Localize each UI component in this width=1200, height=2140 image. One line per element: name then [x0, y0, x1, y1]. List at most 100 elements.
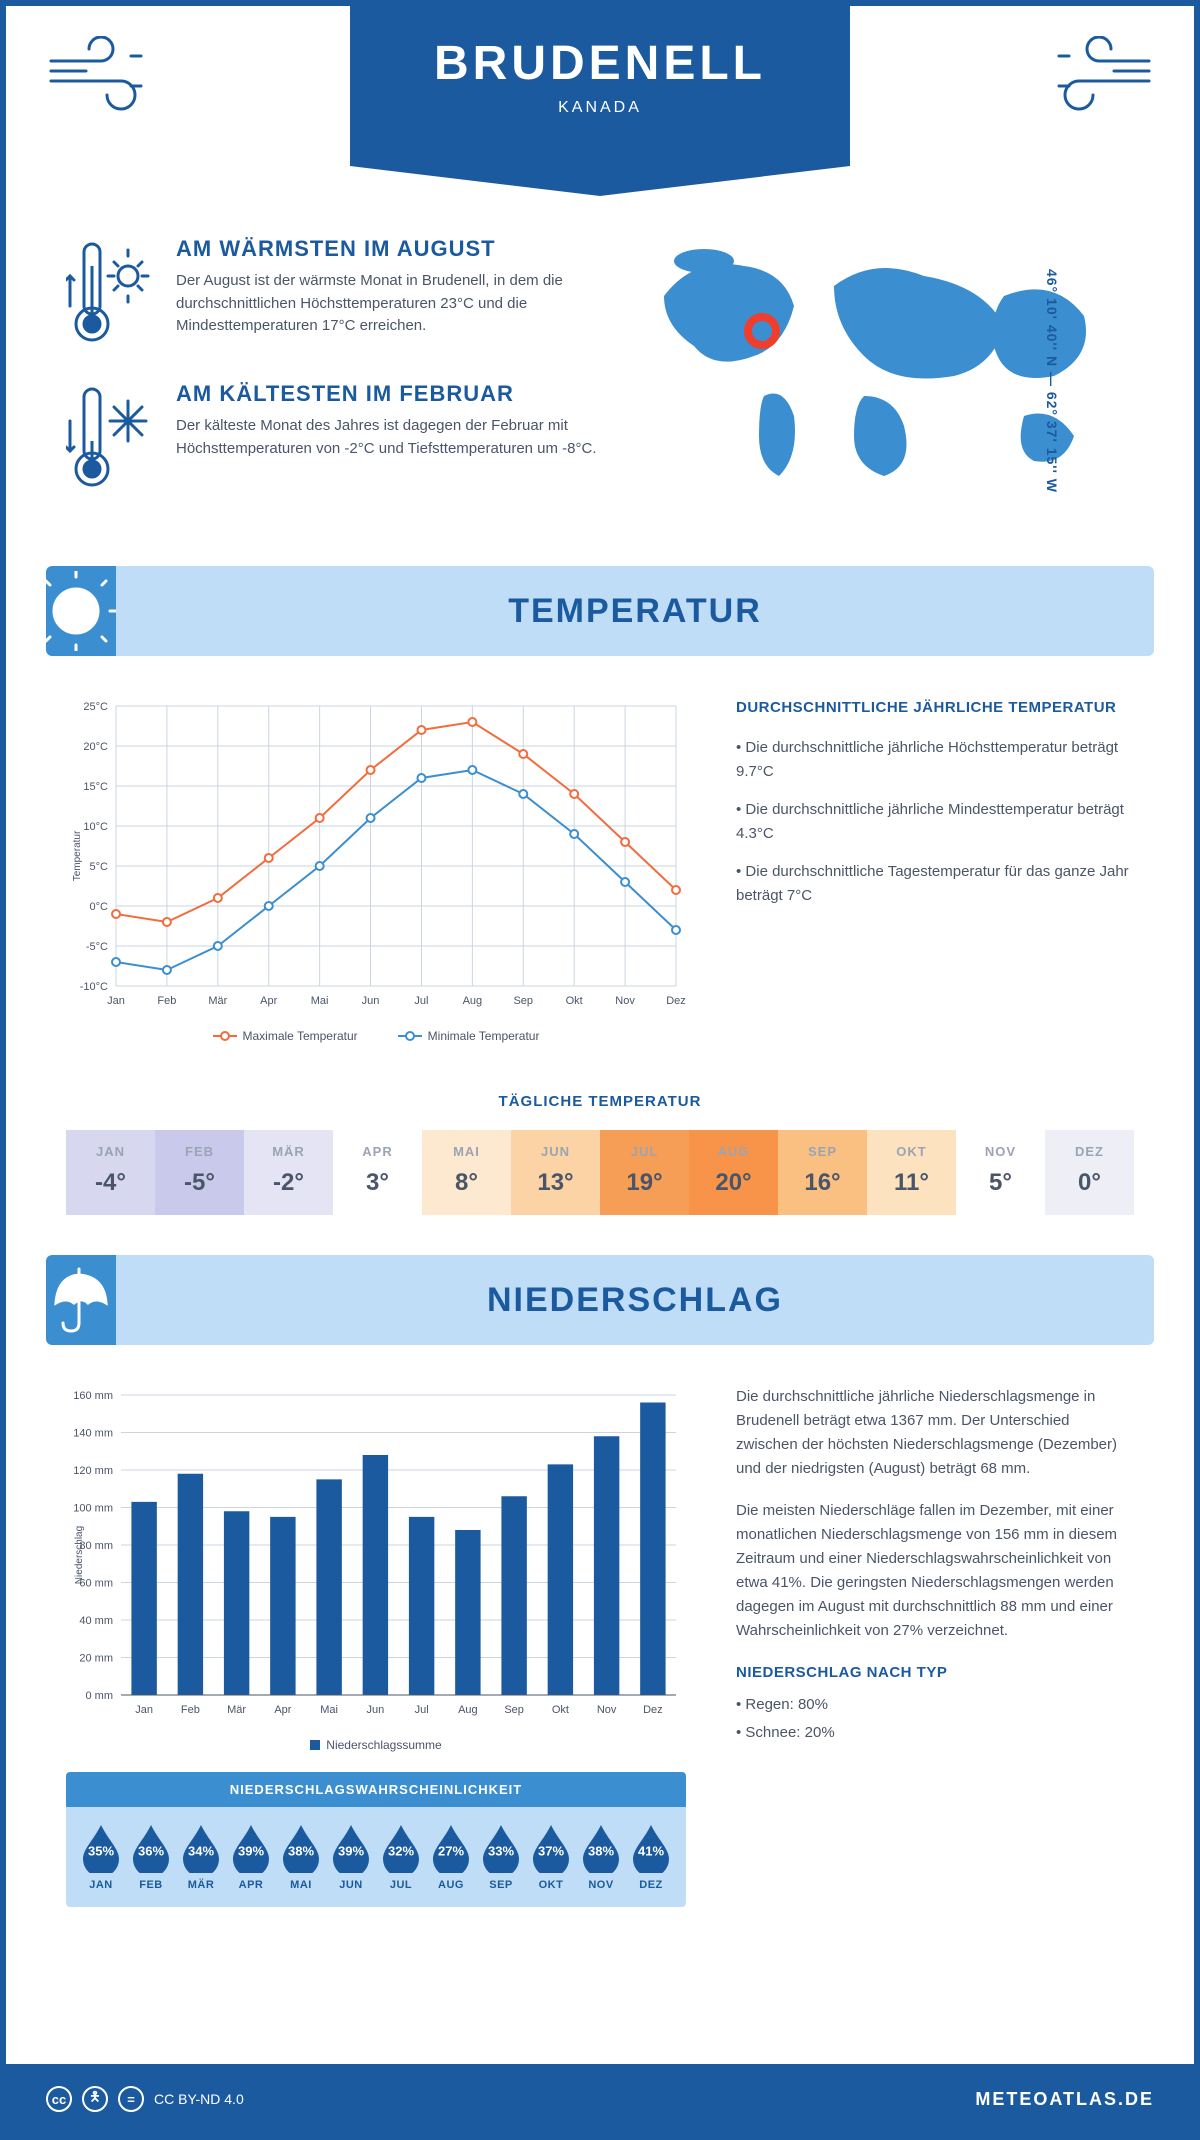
bytype-l2: • Schnee: 20% [736, 1721, 1134, 1745]
svg-text:5°C: 5°C [90, 861, 109, 873]
precip-title: NIEDERSCHLAG [116, 1281, 1154, 1320]
daily-cell: SEP16° [778, 1130, 867, 1215]
bytype-l1: • Regen: 80% [736, 1693, 1134, 1717]
precip-chart: 0 mm20 mm40 mm60 mm80 mm100 mm120 mm140 … [66, 1385, 686, 1907]
svg-text:10°C: 10°C [83, 821, 108, 833]
stats-title: DURCHSCHNITTLICHE JÄHRLICHE TEMPERATUR [736, 696, 1134, 720]
summary-row: AM WÄRMSTEN IM AUGUST Der August ist der… [6, 216, 1194, 566]
nd-icon: = [118, 2086, 144, 2112]
svg-text:0°C: 0°C [90, 901, 109, 913]
cc-icon: cc [46, 2086, 72, 2112]
daily-cell: MÄR-2° [244, 1130, 333, 1215]
site-name: METEOATLAS.DE [975, 2089, 1154, 2110]
svg-text:25°C: 25°C [83, 701, 108, 713]
footer: cc 🯅 = CC BY-ND 4.0 METEOATLAS.DE [6, 2064, 1194, 2134]
warmest-title: AM WÄRMSTEN IM AUGUST [176, 236, 604, 262]
wind-icon [1044, 36, 1154, 121]
warmest-text: Der August ist der wärmste Monat in Brud… [176, 270, 604, 338]
probability-cell: 27%AUG [426, 1823, 476, 1891]
daily-cell: MAI8° [422, 1130, 511, 1215]
license-text: CC BY-ND 4.0 [154, 2091, 244, 2107]
svg-text:Nov: Nov [597, 1704, 617, 1716]
daily-cell: JUL19° [600, 1130, 689, 1215]
svg-text:15°C: 15°C [83, 781, 108, 793]
temperature-content: -10°C -5°C 0°C 5°C 10°C 15°C 20°C 25°C Jan Feb Mär… [6, 656, 1194, 1083]
svg-text:20°C: 20°C [83, 741, 108, 753]
precip-p1: Die durchschnittliche jährliche Niedersc… [736, 1385, 1134, 1481]
svg-text:Mai: Mai [311, 995, 329, 1007]
precip-section-header: NIEDERSCHLAG [46, 1255, 1154, 1345]
map-column: 46° 10' 40'' N — 62° 37' 15'' W [644, 236, 1134, 526]
title-ribbon: BRUDENELL KANADA [350, 6, 850, 166]
summary-text: AM WÄRMSTEN IM AUGUST Der August ist der… [66, 236, 604, 526]
probability-title: NIEDERSCHLAGSWAHRSCHEINLICHKEIT [66, 1772, 686, 1807]
svg-text:Jan: Jan [135, 1704, 153, 1716]
stats-l1: • Die durchschnittliche jährliche Höchst… [736, 736, 1134, 784]
legend-max: Maximale Temperatur [243, 1029, 358, 1043]
daily-cell: JAN-4° [66, 1130, 155, 1215]
daily-cell: NOV5° [956, 1130, 1045, 1215]
daily-temp-title: TÄGLICHE TEMPERATUR [6, 1093, 1194, 1110]
daily-cell: OKT11° [867, 1130, 956, 1215]
svg-text:Okt: Okt [552, 1704, 569, 1716]
svg-text:Okt: Okt [566, 995, 583, 1007]
stats-l3: • Die durchschnittliche Tagestemperatur … [736, 860, 1134, 908]
thermometer-cold-icon [66, 381, 156, 496]
svg-text:Nov: Nov [615, 995, 635, 1007]
svg-text:Dez: Dez [666, 995, 686, 1007]
daily-cell: AUG20° [689, 1130, 778, 1215]
temperature-section-header: TEMPERATUR [46, 566, 1154, 656]
probability-cell: 38%NOV [576, 1823, 626, 1891]
temperature-stats: DURCHSCHNITTLICHE JÄHRLICHE TEMPERATUR •… [736, 696, 1134, 1043]
world-map-icon [644, 236, 1104, 496]
svg-text:Dez: Dez [643, 1704, 663, 1716]
precip-p2: Die meisten Niederschläge fallen im Deze… [736, 1499, 1134, 1643]
probability-body: 35%JAN36%FEB34%MÄR39%APR38%MAI39%JUN32%J… [66, 1807, 686, 1907]
probability-cell: 36%FEB [126, 1823, 176, 1891]
svg-text:Mär: Mär [208, 995, 227, 1007]
by-icon: 🯅 [82, 2086, 108, 2112]
svg-text:Aug: Aug [458, 1704, 478, 1716]
svg-text:Jan: Jan [107, 995, 125, 1007]
svg-text:Feb: Feb [181, 1704, 200, 1716]
daily-temp-strip: JAN-4°FEB-5°MÄR-2°APR3°MAI8°JUN13°JUL19°… [66, 1130, 1134, 1215]
svg-text:Sep: Sep [504, 1704, 524, 1716]
probability-cell: 38%MAI [276, 1823, 326, 1891]
svg-text:-10°C: -10°C [80, 981, 108, 993]
svg-text:160 mm: 160 mm [73, 1390, 113, 1402]
svg-text:0 mm: 0 mm [86, 1690, 114, 1702]
daily-cell: APR3° [333, 1130, 422, 1215]
license: cc 🯅 = CC BY-ND 4.0 [46, 2086, 244, 2112]
probability-cell: 37%OKT [526, 1823, 576, 1891]
thermometer-hot-icon [66, 236, 156, 351]
svg-text:Mai: Mai [320, 1704, 338, 1716]
probability-box: NIEDERSCHLAGSWAHRSCHEINLICHKEIT 35%JAN36… [66, 1772, 686, 1907]
precip-content: 0 mm20 mm40 mm60 mm80 mm100 mm120 mm140 … [6, 1345, 1194, 1937]
svg-text:Sep: Sep [513, 995, 533, 1007]
svg-text:120 mm: 120 mm [73, 1465, 113, 1477]
temperature-chart: -10°C -5°C 0°C 5°C 10°C 15°C 20°C 25°C Jan Feb Mär… [66, 696, 686, 1043]
coldest-title: AM KÄLTESTEN IM FEBRUAR [176, 381, 604, 407]
svg-text:20 mm: 20 mm [79, 1653, 113, 1665]
probability-cell: 35%JAN [76, 1823, 126, 1891]
svg-text:Feb: Feb [157, 995, 176, 1007]
svg-text:Mär: Mär [227, 1704, 246, 1716]
precip-text: Die durchschnittliche jährliche Niedersc… [736, 1385, 1134, 1907]
svg-text:Jul: Jul [414, 995, 428, 1007]
svg-text:-5°C: -5°C [86, 941, 108, 953]
svg-text:140 mm: 140 mm [73, 1428, 113, 1440]
probability-cell: 39%APR [226, 1823, 276, 1891]
legend-min: Minimale Temperatur [428, 1029, 540, 1043]
probability-cell: 41%DEZ [626, 1823, 676, 1891]
probability-cell: 33%SEP [476, 1823, 526, 1891]
sun-icon [46, 566, 116, 656]
probability-cell: 34%MÄR [176, 1823, 226, 1891]
daily-cell: DEZ0° [1045, 1130, 1134, 1215]
coldest-block: AM KÄLTESTEN IM FEBRUAR Der kälteste Mon… [66, 381, 604, 496]
coordinates: 46° 10' 40'' N — 62° 37' 15'' W [1044, 269, 1060, 493]
probability-cell: 39%JUN [326, 1823, 376, 1891]
svg-text:Jun: Jun [362, 995, 380, 1007]
header: BRUDENELL KANADA [6, 6, 1194, 216]
svg-text:Temperatur: Temperatur [72, 830, 83, 881]
location-subtitle: KANADA [350, 99, 850, 117]
